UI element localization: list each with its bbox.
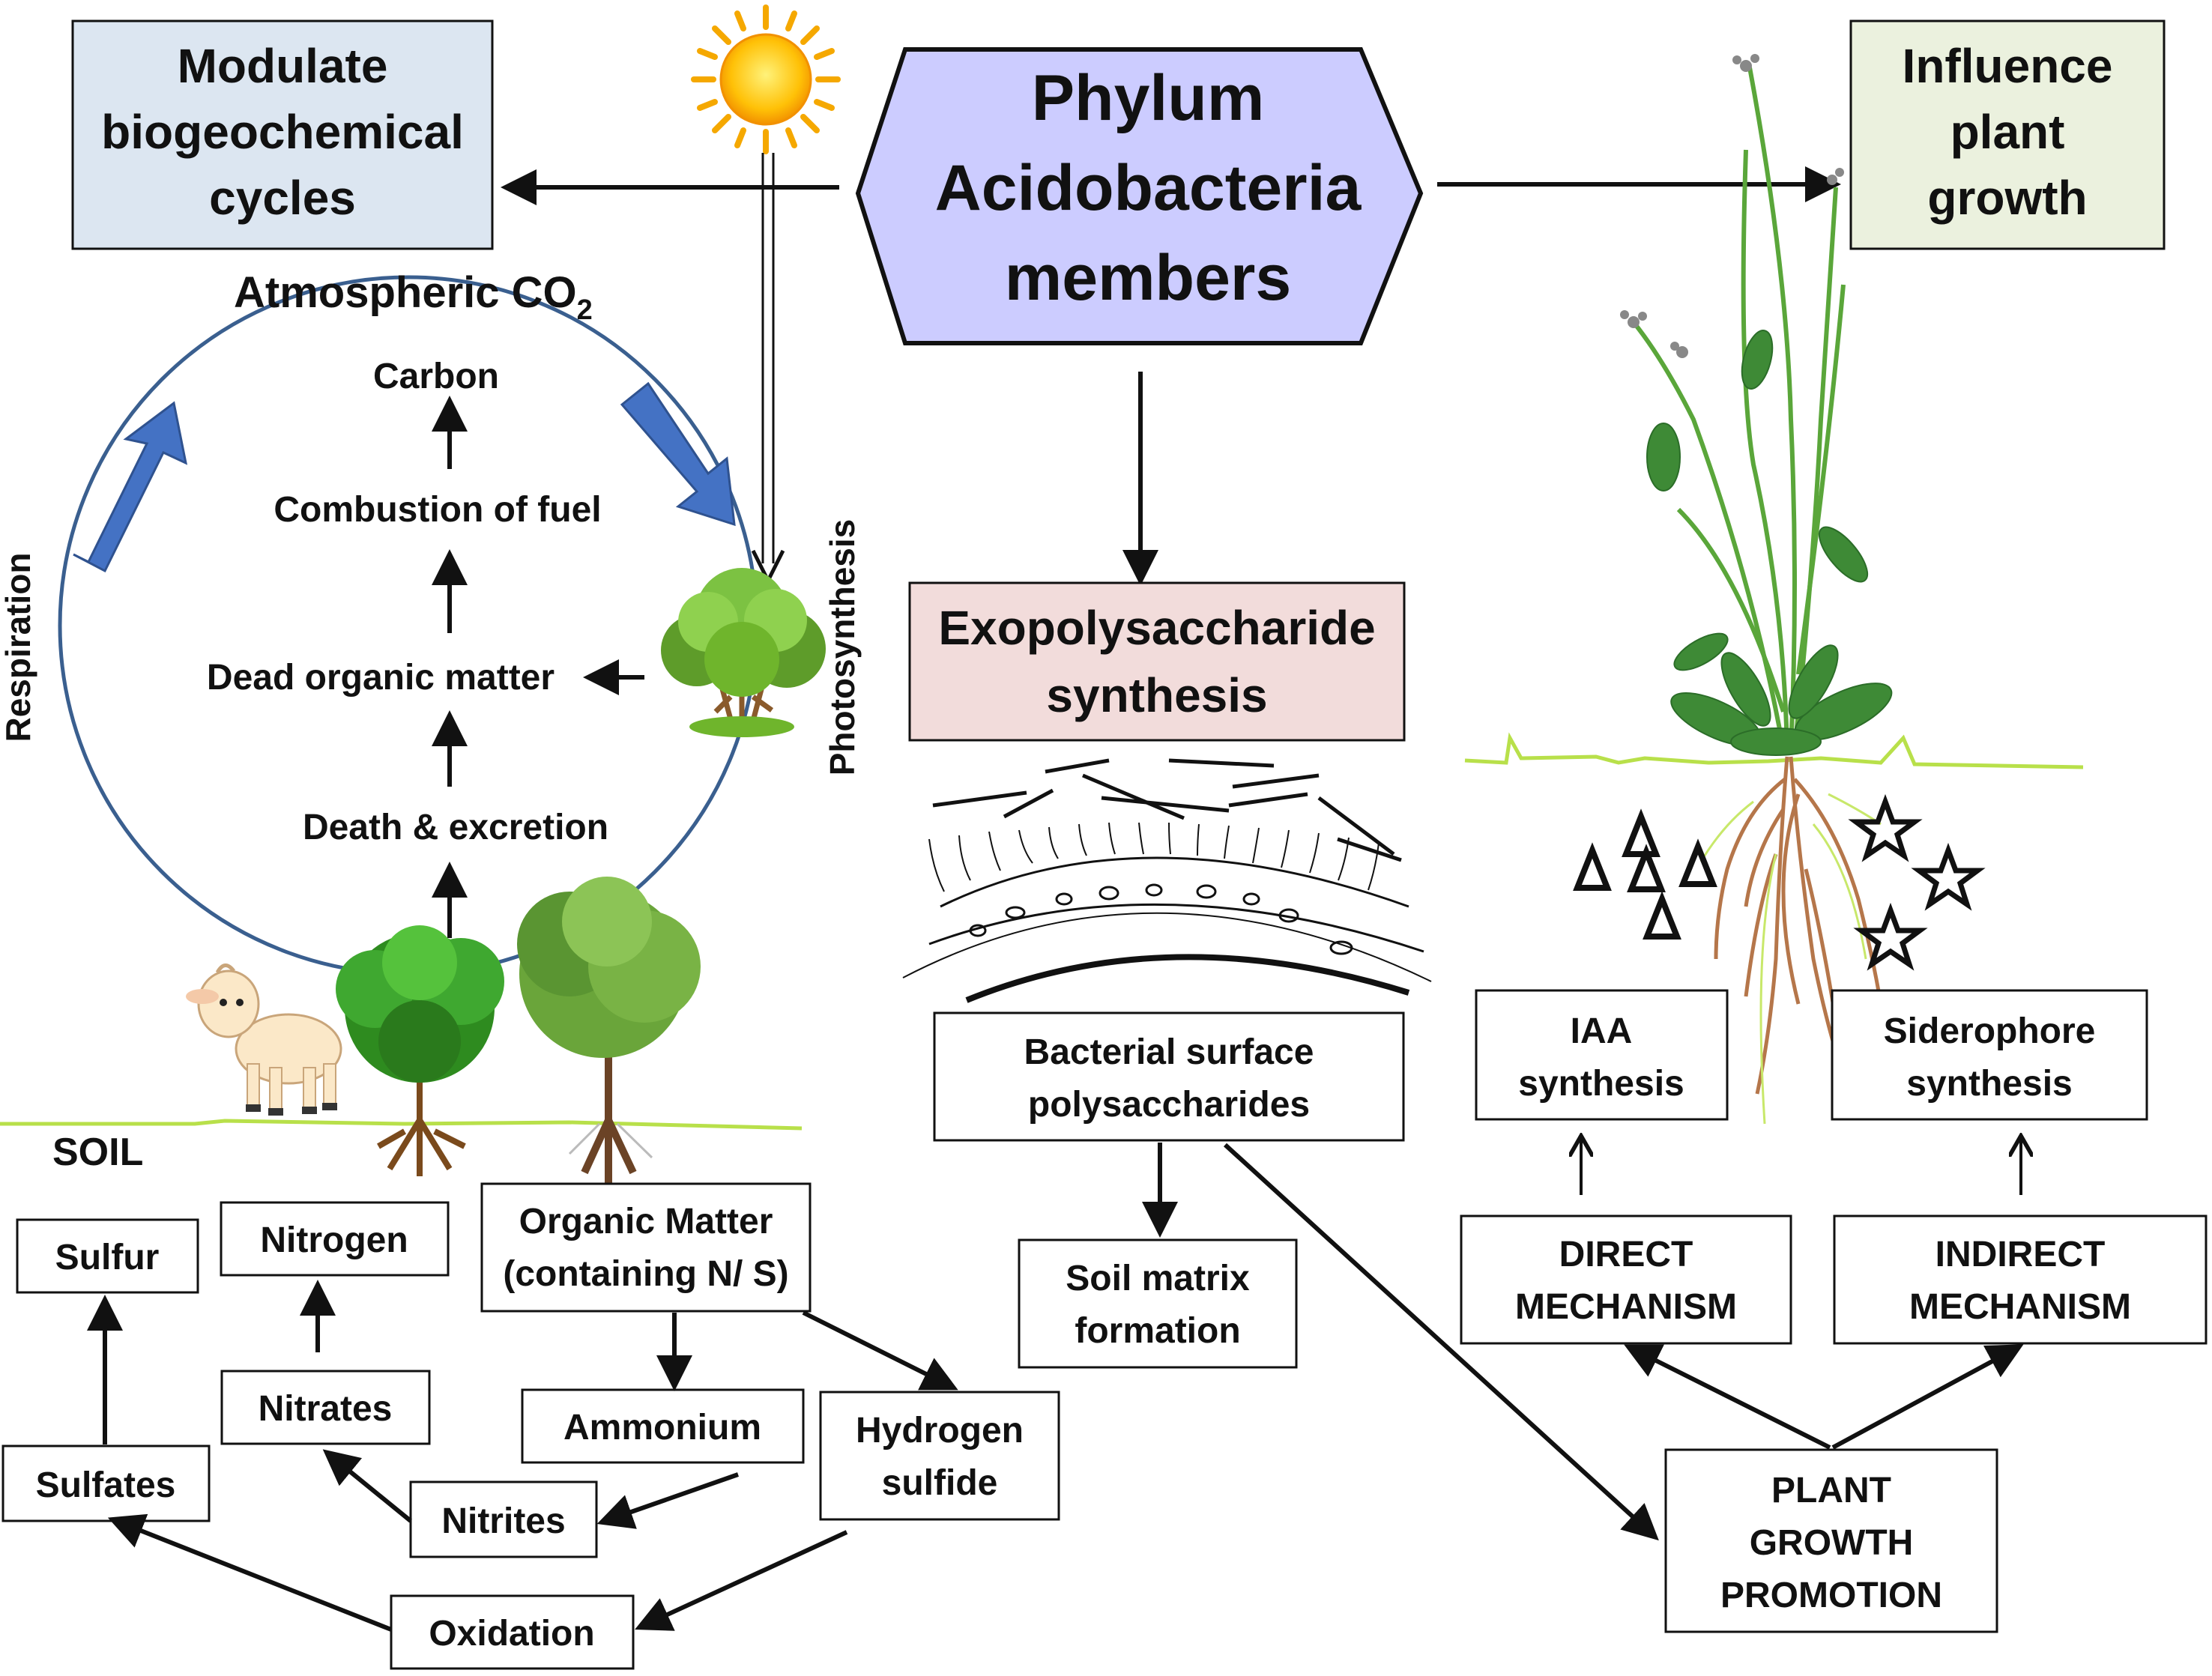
ground-line-right bbox=[1464, 732, 2084, 769]
iaa-line1: IAA bbox=[1571, 1011, 1633, 1051]
sun-icon bbox=[691, 4, 841, 154]
exopolysaccharide-synthesis-box: Exopolysaccharide synthesis bbox=[908, 581, 1406, 742]
carbon-label: Carbon bbox=[373, 357, 499, 396]
atmospheric-co2-label: Atmospheric CO2 bbox=[234, 268, 593, 326]
modulate-label-line1: Modulate bbox=[178, 39, 388, 93]
iaa-triangle-markers bbox=[1573, 808, 1717, 940]
influence-plant-growth-box: Influence plant growth bbox=[1849, 19, 2166, 250]
siderophore-line2: synthesis bbox=[1906, 1064, 2072, 1104]
sulfates-label: Sulfates bbox=[36, 1465, 176, 1505]
tree-light-icon bbox=[517, 877, 701, 1184]
arrow-organic-to-hydrogen-sulfide bbox=[802, 1310, 958, 1391]
ammonium-label: Ammonium bbox=[563, 1408, 761, 1447]
siderophore-line1: Siderophore bbox=[1884, 1011, 2096, 1051]
phylum-acidobacteria-hexagon: Phylum Acidobacteria members bbox=[855, 47, 1424, 345]
phylum-label-line3: members bbox=[1005, 242, 1291, 314]
phylum-label-line2: Acidobacteria bbox=[935, 152, 1362, 224]
dead-organic-matter-label: Dead organic matter bbox=[207, 658, 554, 698]
soil-matrix-line2: formation bbox=[1075, 1311, 1240, 1351]
photosynthesis-flow-arrow bbox=[620, 381, 736, 527]
indirect-mechanism-box: INDIRECT MECHANISM bbox=[1833, 1214, 2208, 1345]
nitrates-label: Nitrates bbox=[259, 1389, 393, 1429]
pgp-line3: PROMOTION bbox=[1720, 1576, 1942, 1615]
influence-label-line1: Influence bbox=[1903, 39, 2113, 93]
organic-matter-line2: (containing N/ S) bbox=[503, 1254, 788, 1294]
direct-line1: DIRECT bbox=[1559, 1235, 1693, 1274]
nitrogen-label: Nitrogen bbox=[260, 1220, 408, 1260]
soil-label: SOIL bbox=[52, 1131, 143, 1174]
shrub-icon bbox=[661, 568, 826, 737]
modulate-label-line2: biogeochemical bbox=[101, 105, 464, 159]
soil-matrix-line1: Soil matrix bbox=[1066, 1259, 1250, 1298]
sulfur-box: Sulfur bbox=[16, 1218, 199, 1294]
direct-mechanism-box: DIRECT MECHANISM bbox=[1460, 1214, 1792, 1345]
ground-line-left bbox=[0, 1119, 803, 1131]
iaa-line2: synthesis bbox=[1518, 1064, 1684, 1104]
photosynthesis-label: Photosynthesis bbox=[823, 519, 862, 776]
respiration-flow-arrow bbox=[73, 401, 188, 573]
hydrogen-sulfide-box: Hydrogen sulfide bbox=[819, 1391, 1060, 1521]
phylum-label-line1: Phylum bbox=[1032, 62, 1265, 134]
direct-line2: MECHANISM bbox=[1515, 1287, 1737, 1327]
respiration-label: Respiration bbox=[0, 552, 37, 742]
organic-matter-line1: Organic Matter bbox=[519, 1202, 773, 1241]
sulfates-box: Sulfates bbox=[1, 1444, 211, 1522]
oxidation-box: Oxidation bbox=[390, 1594, 635, 1670]
hydrogen-sulfide-line2: sulfide bbox=[882, 1463, 998, 1503]
polysaccharide-surface-illustration bbox=[902, 758, 1432, 1003]
oxidation-label: Oxidation bbox=[429, 1614, 594, 1654]
combustion-label: Combustion of fuel bbox=[274, 490, 601, 530]
exopolysaccharide-line2: synthesis bbox=[1046, 668, 1267, 722]
bacterial-surface-polysaccharides-box: Bacterial surface polysaccharides bbox=[933, 1011, 1405, 1142]
nitrogen-box: Nitrogen bbox=[220, 1201, 450, 1277]
sunlight-double-arrow bbox=[751, 153, 785, 585]
pgp-line1: PLANT bbox=[1771, 1471, 1891, 1510]
pgp-line2: GROWTH bbox=[1750, 1523, 1914, 1563]
arrow-hydrogen-sulfide-to-oxidation bbox=[635, 1530, 848, 1631]
exopolysaccharide-line1: Exopolysaccharide bbox=[938, 601, 1375, 655]
surface-polysaccharides-line1: Bacterial surface bbox=[1024, 1032, 1314, 1072]
plant-growth-promotion-box: PLANT GROWTH PROMOTION bbox=[1664, 1448, 1998, 1633]
influence-label-line2: plant bbox=[1950, 105, 2065, 159]
iaa-synthesis-box: IAA synthesis bbox=[1475, 989, 1729, 1121]
arrow-pgp-to-indirect bbox=[1831, 1344, 2024, 1450]
arrow-pgp-to-direct bbox=[1624, 1344, 1831, 1450]
ammonium-box: Ammonium bbox=[521, 1388, 805, 1464]
siderophore-synthesis-box: Siderophore synthesis bbox=[1831, 989, 2148, 1121]
surface-polysaccharides-line2: polysaccharides bbox=[1028, 1085, 1310, 1125]
sulfur-label: Sulfur bbox=[55, 1238, 160, 1277]
goat-icon bbox=[186, 963, 342, 1116]
arrow-ammonium-to-nitrites bbox=[596, 1472, 739, 1529]
nitrites-box: Nitrites bbox=[409, 1480, 598, 1558]
modulate-label-line3: cycles bbox=[209, 171, 356, 225]
nitrates-box: Nitrates bbox=[220, 1370, 431, 1445]
hydrogen-sulfide-line1: Hydrogen bbox=[856, 1411, 1024, 1450]
indirect-line2: MECHANISM bbox=[1909, 1287, 2131, 1327]
soil-matrix-formation-box: Soil matrix formation bbox=[1018, 1238, 1298, 1369]
siderophore-star-markers bbox=[1848, 793, 1986, 971]
arrow-to-plant-growth-promotion bbox=[1223, 1143, 1659, 1541]
arrow-oxidation-to-sulfates bbox=[107, 1513, 393, 1632]
organic-matter-box: Organic Matter (containing N/ S) bbox=[480, 1182, 812, 1313]
modulate-biogeochemical-cycles-box: Modulate biogeochemical cycles bbox=[71, 19, 494, 250]
influence-label-line3: growth bbox=[1927, 171, 2087, 225]
death-excretion-label: Death & excretion bbox=[303, 808, 608, 847]
nitrites-label: Nitrites bbox=[441, 1501, 565, 1541]
indirect-line1: INDIRECT bbox=[1936, 1235, 2106, 1274]
tree-dark-icon bbox=[336, 925, 504, 1176]
arrow-nitrites-to-nitrates bbox=[322, 1449, 412, 1523]
